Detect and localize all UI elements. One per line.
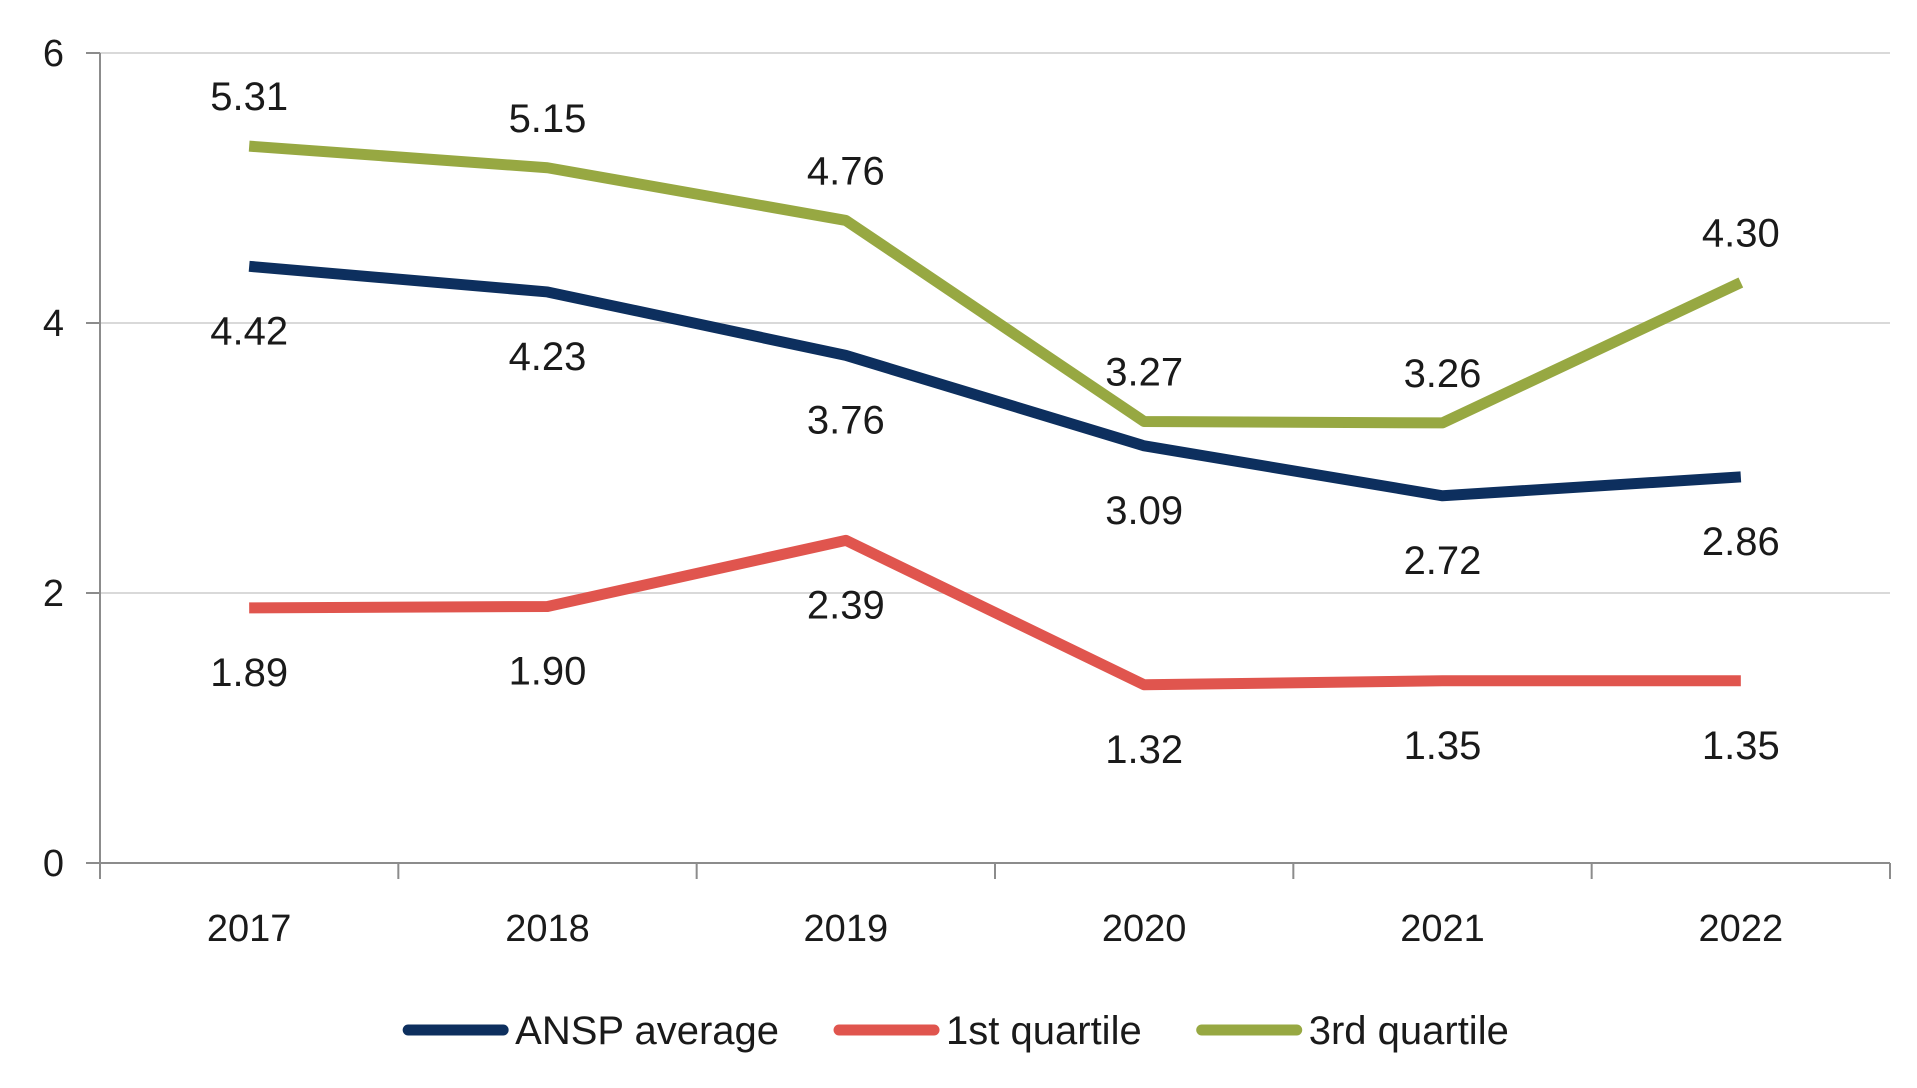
data-label: 5.15 (509, 97, 587, 141)
x-tick-label: 2019 (804, 908, 889, 950)
y-tick-label: 4 (43, 303, 64, 345)
x-tick-label: 2021 (1400, 908, 1485, 950)
data-label: 4.23 (509, 335, 587, 379)
axes: 0 2 4 6 2017 2018 2019 2020 2021 2022 (43, 33, 1891, 950)
data-label: 1.32 (1105, 728, 1183, 772)
legend-label: 3rd quartile (1309, 1009, 1509, 1053)
y-tick-label: 6 (43, 33, 64, 75)
data-label: 2.39 (807, 583, 885, 627)
series-line-2 (248, 140, 1744, 429)
y-tick-label: 2 (43, 573, 64, 615)
data-label: 3.26 (1404, 352, 1482, 396)
data-label: 4.76 (807, 149, 885, 193)
x-tick-label: 2022 (1699, 908, 1784, 950)
series-lines (248, 140, 1744, 691)
data-label: 4.42 (210, 309, 288, 353)
data-label: 3.09 (1105, 489, 1183, 533)
legend-item: 3rd quartile (1196, 1009, 1509, 1053)
data-label: 1.35 (1702, 724, 1780, 768)
data-label: 3.27 (1105, 351, 1183, 395)
x-tick-label: 2020 (1102, 908, 1187, 950)
legend-item: ANSP average (402, 1009, 779, 1053)
legend-label: ANSP average (515, 1009, 779, 1053)
data-label: 1.90 (509, 650, 587, 694)
series-line-1 (249, 534, 1741, 691)
x-tick-label: 2017 (207, 908, 292, 950)
legend: ANSP average 1st quartile 3rd quartile (402, 1009, 1509, 1053)
series-line-0 (248, 260, 1742, 502)
data-label: 4.30 (1702, 212, 1780, 256)
data-label: 1.89 (210, 651, 288, 695)
data-labels: 4.42 4.23 3.76 3.09 2.72 2.86 1.89 1.90 2.39 1.32… (210, 75, 1780, 772)
data-label: 3.76 (807, 398, 885, 442)
x-tick-label: 2018 (505, 908, 590, 950)
data-label: 2.72 (1404, 539, 1482, 583)
data-label: 5.31 (210, 75, 288, 119)
y-tick-label: 0 (43, 843, 64, 885)
data-label: 2.86 (1702, 520, 1780, 564)
legend-item: 1st quartile (833, 1009, 1142, 1053)
data-label: 1.35 (1404, 724, 1482, 768)
legend-label: 1st quartile (946, 1009, 1142, 1053)
